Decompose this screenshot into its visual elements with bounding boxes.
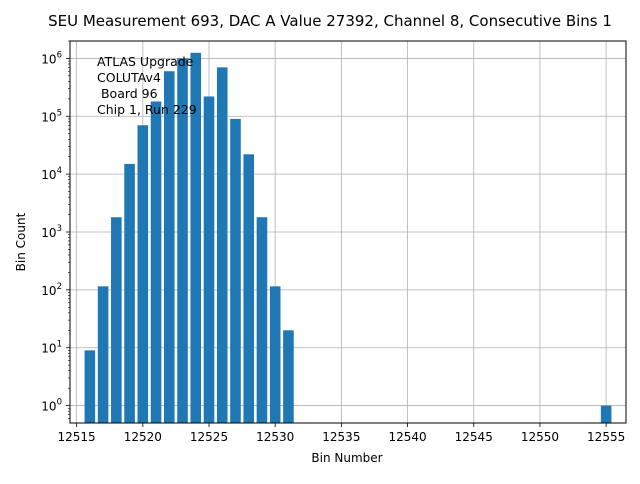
annotation-line: ATLAS Upgrade xyxy=(97,54,194,69)
bar xyxy=(137,125,149,424)
annotation-line: Board 96 xyxy=(97,86,158,101)
x-tick-label: 12525 xyxy=(190,430,228,444)
y-tick-label: 104 xyxy=(41,166,62,182)
x-axis-label: Bin Number xyxy=(311,451,382,465)
y-tick-label: 105 xyxy=(41,108,62,124)
y-axis-ticks: 100 101 102 103 104 105 106 xyxy=(41,40,70,419)
bar xyxy=(150,101,162,423)
bars xyxy=(84,52,612,424)
x-tick-label: 12515 xyxy=(58,430,96,444)
bar xyxy=(177,58,188,423)
bar xyxy=(283,330,294,423)
grid xyxy=(70,41,626,423)
bar xyxy=(111,217,122,423)
bar xyxy=(163,71,175,423)
y-tick-label: 102 xyxy=(41,282,62,298)
annotation-line: Chip 1, Run 229 xyxy=(97,102,197,117)
bar xyxy=(97,286,109,423)
bar xyxy=(256,217,268,423)
x-tick-label: 12550 xyxy=(521,430,559,444)
x-tick-label: 12545 xyxy=(455,430,493,444)
x-tick-label: 12540 xyxy=(388,430,426,444)
bar xyxy=(243,154,255,423)
bar xyxy=(203,96,215,423)
bar xyxy=(600,405,612,423)
bar xyxy=(84,350,96,423)
bar xyxy=(269,286,281,423)
annotation-line: COLUTAv4 xyxy=(97,70,161,85)
x-tick-label: 12555 xyxy=(587,430,625,444)
x-tick-label: 12535 xyxy=(322,430,360,444)
bar xyxy=(190,52,202,423)
chart-title: SEU Measurement 693, DAC A Value 27392, … xyxy=(48,12,612,30)
y-tick-label: 100 xyxy=(41,398,62,414)
bar xyxy=(216,67,228,423)
y-tick-label: 101 xyxy=(41,340,62,356)
x-tick-label: 12520 xyxy=(124,430,162,444)
bar xyxy=(230,118,241,424)
bar xyxy=(124,163,135,423)
x-axis-ticks: 12515 12520 12525 12530 12535 12540 12545 12550… xyxy=(58,423,625,444)
y-axis-label: Bin Count xyxy=(14,212,28,271)
x-tick-label: 12530 xyxy=(256,430,294,444)
y-tick-label: 106 xyxy=(41,50,62,66)
y-tick-label: 103 xyxy=(41,224,62,240)
